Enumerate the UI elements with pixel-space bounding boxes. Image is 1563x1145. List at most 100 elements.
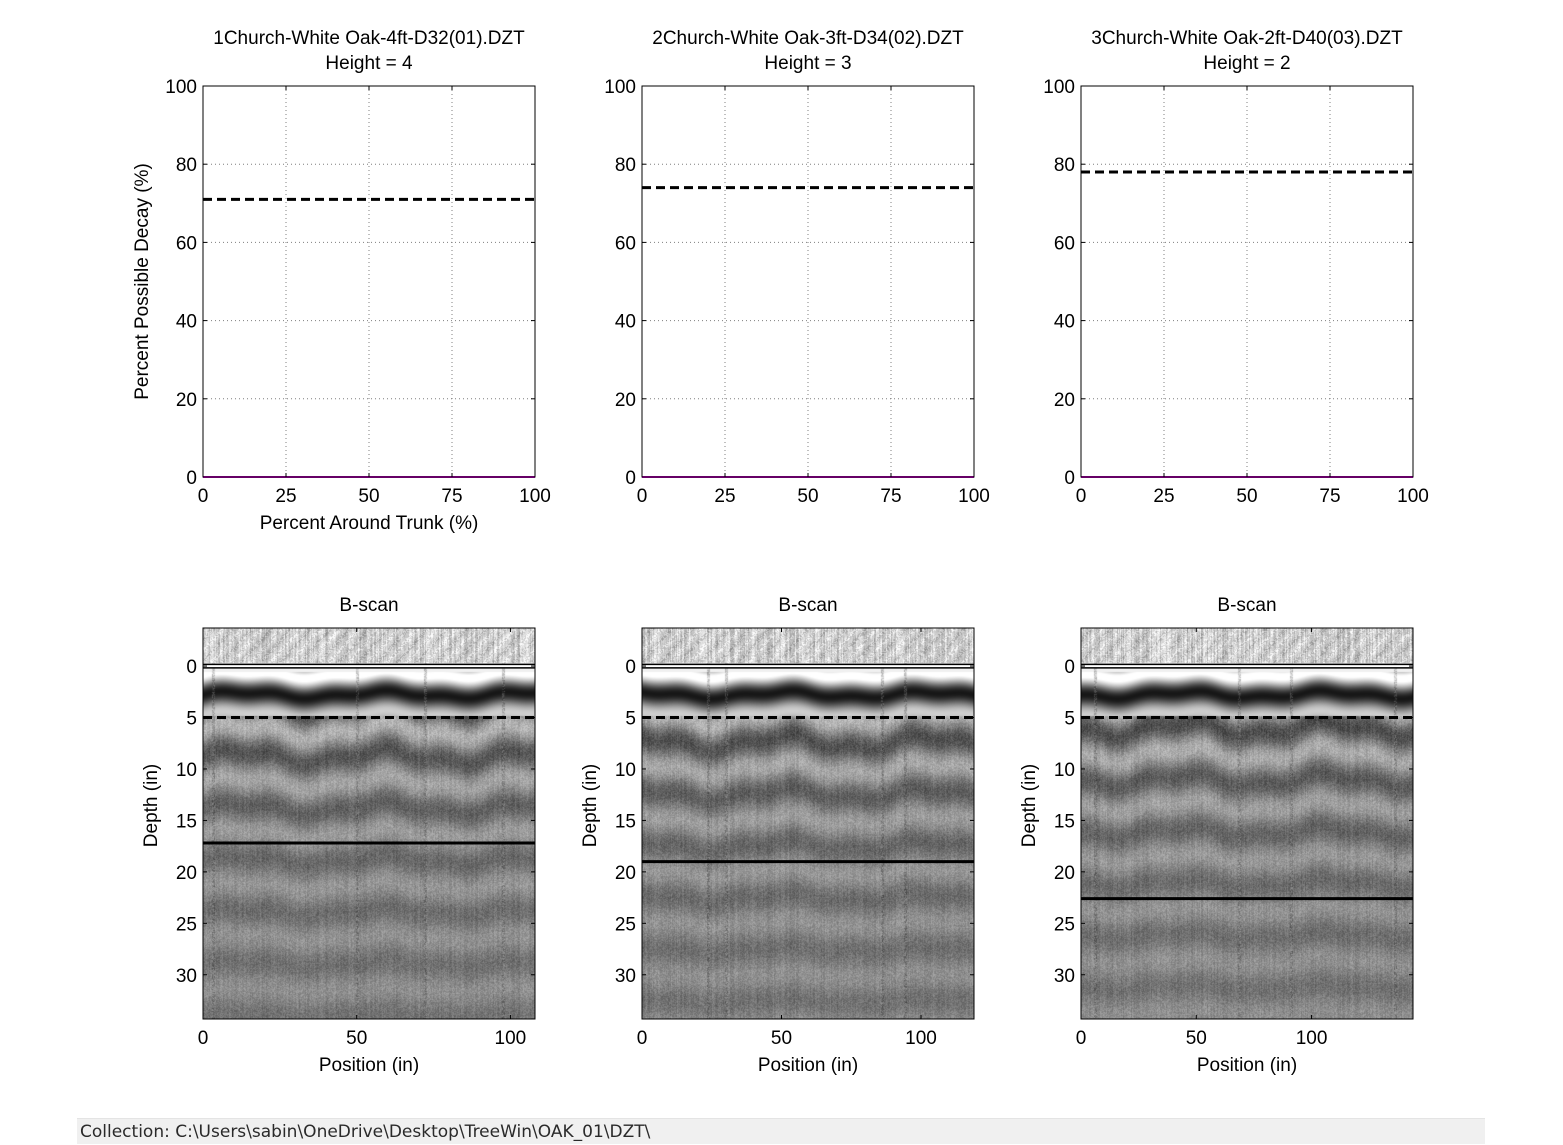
x-axis-label: Position (in) bbox=[319, 1055, 419, 1076]
y-tick-label: 60 bbox=[615, 233, 636, 254]
x-tick-label: 0 bbox=[1076, 1028, 1087, 1049]
bscan-plot-1: 0 50 100 0 5 10 15 20 25 30 B-scan Position (in) Dep… bbox=[141, 595, 536, 1076]
x-tick-label: 100 bbox=[1296, 1028, 1328, 1049]
x-tick-label: 0 bbox=[198, 1028, 209, 1049]
radargram-image bbox=[642, 628, 974, 1019]
y-tick-label: 20 bbox=[1054, 863, 1075, 884]
status-label: Collection: bbox=[80, 1122, 170, 1142]
x-axis-label: Position (in) bbox=[758, 1055, 858, 1076]
y-tick-label: 40 bbox=[615, 312, 636, 333]
y-tick-label: 20 bbox=[615, 390, 636, 411]
y-tick-label: 5 bbox=[186, 709, 197, 730]
plot-title: 2Church-White Oak-3ft-D34(02).DZT bbox=[652, 28, 964, 49]
plot-frame bbox=[641, 627, 975, 1020]
x-tick-label: 0 bbox=[637, 1028, 648, 1049]
plot-subtitle: Height = 3 bbox=[764, 53, 851, 74]
plot-area bbox=[1081, 86, 1413, 477]
y-tick-label: 60 bbox=[176, 233, 197, 254]
x-axis-label: Percent Around Trunk (%) bbox=[260, 513, 479, 534]
plot-subtitle: Height = 2 bbox=[1203, 53, 1290, 74]
plot-title: B-scan bbox=[1217, 595, 1276, 616]
bscan-plot-2: 0 50 100 0 5 10 15 20 25 30 B-scan Position (in) Dep… bbox=[580, 595, 975, 1076]
y-tick-label: 20 bbox=[615, 863, 636, 884]
y-tick-label: 20 bbox=[1054, 390, 1075, 411]
bscan-plot-3: 0 50 100 0 5 10 15 20 25 30 B-scan Position (in) Dep… bbox=[1019, 595, 1414, 1076]
plot-title: B-scan bbox=[778, 595, 837, 616]
plot-frame bbox=[202, 627, 536, 1020]
x-tick-label: 75 bbox=[880, 486, 901, 507]
y-tick-label: 0 bbox=[1064, 468, 1075, 489]
y-tick-label: 30 bbox=[615, 966, 636, 987]
x-tick-label: 50 bbox=[358, 486, 379, 507]
y-tick-label: 10 bbox=[176, 760, 197, 781]
y-tick-label: 20 bbox=[176, 390, 197, 411]
status-bar: Collection: C:\Users\sabin\OneDrive\Desk… bbox=[77, 1118, 1485, 1144]
y-tick-label: 0 bbox=[625, 657, 636, 678]
x-tick-label: 50 bbox=[771, 1028, 792, 1049]
plot-title: B-scan bbox=[339, 595, 398, 616]
y-tick-label: 100 bbox=[604, 77, 636, 98]
y-tick-label: 25 bbox=[1054, 914, 1075, 935]
y-tick-label: 0 bbox=[186, 468, 197, 489]
y-tick-label: 15 bbox=[615, 811, 636, 832]
y-tick-label: 40 bbox=[1054, 312, 1075, 333]
x-tick-label: 75 bbox=[441, 486, 462, 507]
plot-area bbox=[203, 86, 535, 477]
y-tick-label: 15 bbox=[176, 811, 197, 832]
x-tick-label: 50 bbox=[346, 1028, 367, 1049]
plot-subtitle: Height = 4 bbox=[325, 53, 413, 74]
plot-area bbox=[642, 86, 974, 477]
x-tick-label: 50 bbox=[797, 486, 818, 507]
x-tick-label: 100 bbox=[958, 486, 990, 507]
x-tick-label: 50 bbox=[1236, 486, 1257, 507]
y-tick-label: 100 bbox=[1043, 77, 1075, 98]
y-tick-label: 100 bbox=[165, 77, 197, 98]
status-path: C:\Users\sabin\OneDrive\Desktop\TreeWin\… bbox=[175, 1122, 651, 1142]
y-tick-label: 0 bbox=[625, 468, 636, 489]
y-tick-label: 0 bbox=[186, 657, 197, 678]
x-tick-label: 50 bbox=[1186, 1028, 1207, 1049]
radargram-image bbox=[1081, 628, 1413, 1019]
decay-plot-1: 0 25 50 75 100 0 20 40 60 80 100 1Church-White Oak-… bbox=[132, 28, 551, 534]
radargram-image bbox=[203, 628, 535, 1019]
y-tick-label: 5 bbox=[625, 709, 636, 730]
x-tick-label: 100 bbox=[495, 1028, 527, 1049]
y-tick-label: 30 bbox=[1054, 966, 1075, 987]
y-axis-label: Depth (in) bbox=[580, 764, 601, 847]
y-axis-label: Percent Possible Decay (%) bbox=[132, 163, 153, 400]
decay-plot-3: 0 25 50 75 100 0 20 40 60 80 100 3Church-White Oak-… bbox=[1043, 28, 1429, 507]
y-tick-label: 25 bbox=[615, 914, 636, 935]
x-tick-label: 100 bbox=[1397, 486, 1429, 507]
x-axis-label: Position (in) bbox=[1197, 1055, 1297, 1076]
x-tick-label: 0 bbox=[1076, 486, 1087, 507]
plot-title: 3Church-White Oak-2ft-D40(03).DZT bbox=[1091, 28, 1403, 49]
y-tick-label: 40 bbox=[176, 312, 197, 333]
decay-plot-2: 0 25 50 75 100 0 20 40 60 80 100 2Church-White Oak-… bbox=[604, 28, 990, 507]
y-tick-label: 80 bbox=[1054, 155, 1075, 176]
y-tick-label: 0 bbox=[1064, 657, 1075, 678]
y-tick-label: 80 bbox=[176, 155, 197, 176]
x-tick-label: 100 bbox=[905, 1028, 937, 1049]
y-tick-label: 30 bbox=[176, 966, 197, 987]
y-axis-label: Depth (in) bbox=[141, 764, 162, 847]
x-tick-label: 75 bbox=[1319, 486, 1340, 507]
x-tick-label: 25 bbox=[1153, 486, 1174, 507]
y-axis-label: Depth (in) bbox=[1019, 764, 1040, 847]
y-tick-label: 60 bbox=[1054, 233, 1075, 254]
y-tick-label: 25 bbox=[176, 914, 197, 935]
y-tick-label: 10 bbox=[615, 760, 636, 781]
x-tick-label: 0 bbox=[198, 486, 209, 507]
y-tick-label: 80 bbox=[615, 155, 636, 176]
x-tick-label: 100 bbox=[519, 486, 551, 507]
plot-frame bbox=[1080, 627, 1414, 1020]
y-tick-label: 20 bbox=[176, 863, 197, 884]
y-tick-label: 10 bbox=[1054, 760, 1075, 781]
y-tick-label: 15 bbox=[1054, 811, 1075, 832]
x-tick-label: 25 bbox=[714, 486, 735, 507]
plot-title: 1Church-White Oak-4ft-D32(01).DZT bbox=[213, 28, 525, 49]
x-tick-label: 25 bbox=[275, 486, 296, 507]
y-tick-label: 5 bbox=[1064, 709, 1075, 730]
x-tick-label: 0 bbox=[637, 486, 648, 507]
